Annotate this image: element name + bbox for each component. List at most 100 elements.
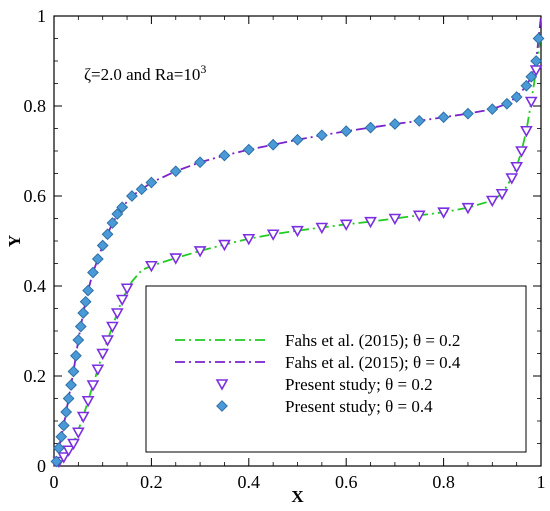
series-point xyxy=(520,79,533,92)
series-point xyxy=(461,202,475,215)
series-point xyxy=(87,266,99,279)
series-point xyxy=(437,111,450,124)
legend-label: Present study; θ = 0.2 xyxy=(285,375,433,394)
legend-label: Fahs et al. (2015); θ = 0.2 xyxy=(285,331,460,350)
series-4 xyxy=(50,32,545,468)
legend: Fahs et al. (2015); θ = 0.2 Fahs et al. (… xyxy=(145,285,527,453)
series-point xyxy=(501,97,513,110)
series-point xyxy=(412,210,426,222)
series-point xyxy=(96,239,109,252)
series-point xyxy=(242,233,256,246)
series-point xyxy=(135,183,148,196)
legend-item: Present study; θ = 0.2 xyxy=(215,375,433,394)
y-tick-label: 0.6 xyxy=(24,186,47,206)
series-3 xyxy=(52,65,543,469)
series-point xyxy=(145,176,158,189)
series-point xyxy=(115,294,129,307)
series-point xyxy=(111,208,124,220)
series-point xyxy=(242,143,255,156)
legend-item: Present study; θ = 0.4 xyxy=(216,397,433,416)
series-point xyxy=(77,307,90,319)
series-point xyxy=(110,308,124,320)
series-line xyxy=(53,33,542,467)
y-tick-label: 0.2 xyxy=(24,366,47,386)
x-axis-label: X xyxy=(291,487,304,506)
x-tick-label: 1 xyxy=(537,472,546,492)
series-point xyxy=(339,219,353,231)
annotation-text: ζ=2.0 and Ra=103 xyxy=(84,62,206,84)
y-tick-label: 0 xyxy=(37,456,46,476)
series-point xyxy=(91,364,105,376)
series-point xyxy=(86,380,100,392)
y-tick-label: 0.4 xyxy=(24,276,47,296)
series-point xyxy=(364,216,377,229)
series-point xyxy=(65,379,77,391)
series-1 xyxy=(53,33,542,467)
series-point xyxy=(57,452,71,464)
y-tick-label: 1 xyxy=(37,6,46,26)
x-tick-label: 0 xyxy=(50,472,59,492)
series-point xyxy=(495,188,509,201)
series-point xyxy=(82,284,94,297)
legend-item: Fahs et al. (2015); θ = 0.4 xyxy=(175,353,461,372)
series-point xyxy=(505,173,519,185)
series-point xyxy=(413,114,426,127)
series-point xyxy=(193,246,207,258)
series-point xyxy=(169,253,183,265)
series-layer xyxy=(50,15,545,469)
x-tick-label: 0.8 xyxy=(432,472,455,492)
x-tick-label: 0.2 xyxy=(140,472,163,492)
y-tick-label: 0.8 xyxy=(24,96,47,116)
series-point xyxy=(291,225,304,238)
series-point xyxy=(67,438,80,451)
series-point xyxy=(91,253,104,265)
series-point xyxy=(62,392,75,405)
series-point xyxy=(71,427,85,439)
series-point xyxy=(486,103,499,116)
series-point xyxy=(55,430,68,443)
series-point xyxy=(145,260,158,273)
series-point xyxy=(101,335,114,347)
series-point xyxy=(525,70,538,83)
y-axis-label: Y xyxy=(5,235,24,247)
series-point xyxy=(340,125,353,138)
legend-item: Fahs et al. (2015); θ = 0.2 xyxy=(175,331,460,350)
series-point xyxy=(462,107,474,120)
series-point xyxy=(52,442,65,454)
series-point xyxy=(485,195,499,208)
x-tick-label: 0.6 xyxy=(335,472,358,492)
series-point xyxy=(81,395,95,408)
legend-swatch-marker xyxy=(216,400,228,412)
series-point xyxy=(116,201,129,214)
series-point xyxy=(515,146,528,158)
series-point xyxy=(72,334,85,346)
series-point xyxy=(218,149,231,162)
series-point xyxy=(74,320,87,333)
series-point xyxy=(106,321,119,334)
legend-box xyxy=(145,285,527,453)
legend-swatch-marker xyxy=(215,379,229,391)
series-point xyxy=(315,222,329,235)
series-point xyxy=(218,239,231,252)
series-point xyxy=(266,229,280,241)
series-point xyxy=(101,228,114,241)
series-point xyxy=(57,419,70,432)
series-point xyxy=(437,207,450,219)
series-point xyxy=(96,348,110,361)
series-point xyxy=(60,406,73,418)
series-point xyxy=(120,283,134,295)
series-point xyxy=(388,118,401,130)
series-point xyxy=(106,217,119,229)
series-point xyxy=(169,165,182,178)
x-tick-label: 0.4 xyxy=(238,472,261,492)
series-point xyxy=(510,161,524,174)
series-point xyxy=(520,125,533,138)
series-point xyxy=(126,190,138,202)
legend-label: Present study; θ = 0.4 xyxy=(285,397,433,416)
series-point xyxy=(76,411,90,424)
legend-label: Fahs et al. (2015); θ = 0.4 xyxy=(285,353,461,372)
series-point xyxy=(194,156,207,169)
series-point xyxy=(364,121,377,134)
series-point xyxy=(315,129,328,142)
